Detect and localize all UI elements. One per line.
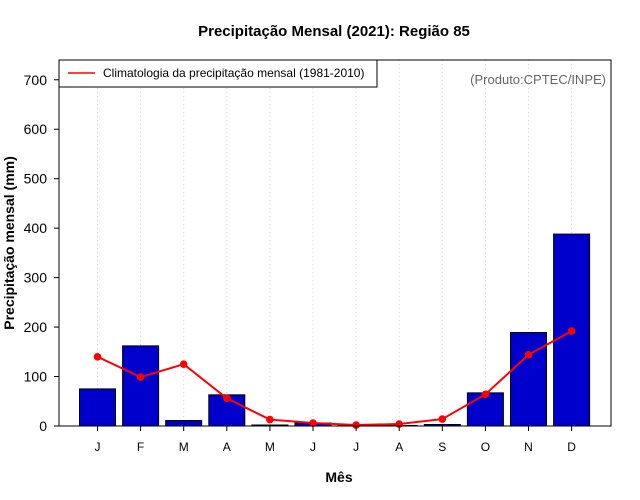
y-axis: 0 100 200 300 400 500 600 700 xyxy=(24,60,60,434)
credit-text: (Produto:CPTEC/INPE) xyxy=(470,72,606,87)
bar-11 xyxy=(510,332,547,427)
x-tick-label: J xyxy=(310,440,316,454)
climatology-point-5 xyxy=(266,415,274,424)
y-tick-label: 700 xyxy=(24,72,48,88)
y-tick-label: 0 xyxy=(39,418,47,434)
legend: Climatologia da precipitação mensal (198… xyxy=(58,59,378,88)
legend-box xyxy=(58,59,378,88)
x-tick-label: A xyxy=(223,440,231,454)
chart-title: Precipitação Mensal (2021): Região 85 xyxy=(198,23,470,40)
x-tick-label: D xyxy=(567,440,576,454)
y-tick-label: 600 xyxy=(24,121,48,137)
y-tick-label: 500 xyxy=(24,171,48,187)
x-tick-label: A xyxy=(395,440,403,454)
x-tick-label: O xyxy=(481,440,490,454)
bar-2 xyxy=(122,345,160,427)
x-tick-label: S xyxy=(438,440,446,454)
bar-series xyxy=(79,233,591,427)
x-tick-label: M xyxy=(179,440,189,454)
climatology-point-7 xyxy=(352,421,360,429)
climatology-line xyxy=(97,330,573,427)
bar-1 xyxy=(79,388,116,427)
grid-lines xyxy=(97,60,573,426)
bar-3 xyxy=(165,420,203,427)
y-tick-label: 100 xyxy=(24,369,48,385)
climatology-point-9 xyxy=(438,415,447,423)
x-tick-label: J xyxy=(95,440,101,454)
climatology-point-1 xyxy=(93,352,102,361)
y-tick-label: 400 xyxy=(24,220,48,236)
x-tick-label: J xyxy=(353,440,359,454)
climatology-point-12 xyxy=(567,327,576,335)
x-tick-label: F xyxy=(137,440,144,454)
y-tick-label: 200 xyxy=(24,319,48,335)
x-axis-label: Mês xyxy=(325,469,352,485)
climatology-point-6 xyxy=(309,419,317,427)
climatology-point-11 xyxy=(524,350,533,359)
climatology-series xyxy=(93,327,576,429)
y-tick-label: 300 xyxy=(24,270,48,286)
climatology-point-4 xyxy=(223,394,231,403)
legend-label: Climatologia da precipitação mensal (198… xyxy=(103,66,364,80)
x-tick-label: M xyxy=(265,440,275,454)
climatology-point-10 xyxy=(481,390,490,399)
climatology-point-2 xyxy=(136,373,145,381)
x-tick-label: N xyxy=(524,440,533,454)
climatology-point-3 xyxy=(179,360,188,368)
y-axis-label: Precipitação mensal (mm) xyxy=(1,156,17,330)
